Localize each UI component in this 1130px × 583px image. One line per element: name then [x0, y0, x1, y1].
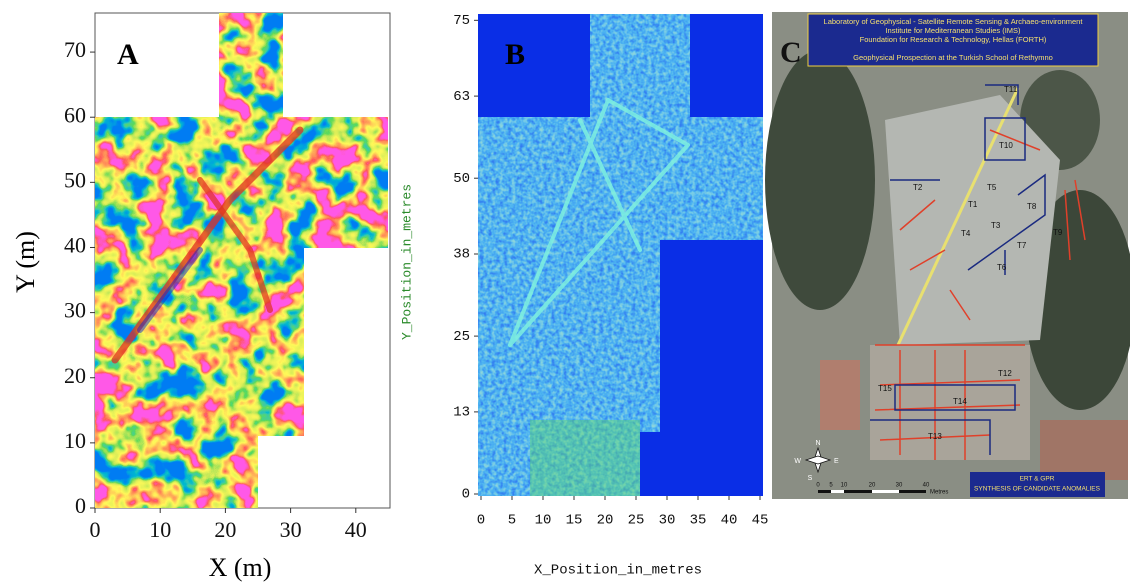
trench-label: T15 — [878, 384, 892, 393]
y-tick-label: 20 — [64, 363, 86, 388]
trench-label: T2 — [913, 183, 923, 192]
x-tick-label: 40 — [721, 513, 738, 529]
trench-label: T7 — [1017, 241, 1027, 250]
y-tick-label: 50 — [64, 167, 86, 192]
panel-label: C — [780, 36, 802, 69]
compass-label: E — [834, 458, 839, 465]
header-line: Institute for Mediterranean Studies (IMS… — [885, 26, 1021, 35]
scale-label: 20 — [869, 483, 876, 489]
trench-label: T11 — [1004, 85, 1018, 94]
header-line: Laboratory of Geophysical - Satellite Re… — [824, 17, 1084, 26]
figure: A X (m) Y (m) Y_Position_in_metres B X_P… — [0, 0, 1130, 583]
scale-label: 30 — [896, 483, 903, 489]
compass-label: S — [808, 475, 813, 482]
panel-c: Laboratory of Geophysical - Satellite Re… — [765, 12, 1130, 499]
y-tick-label: 0 — [75, 493, 86, 518]
compass-label: W — [794, 458, 801, 465]
panel-label: B — [505, 38, 525, 71]
x-tick-label: 5 — [508, 513, 516, 529]
header-line: Foundation for Research & Technology, He… — [860, 35, 1047, 44]
roof — [1040, 420, 1128, 480]
trench-label: T10 — [999, 141, 1013, 150]
gpr-zone — [530, 420, 640, 496]
trench-label: T13 — [928, 432, 942, 441]
y-tick-label: 13 — [453, 405, 470, 421]
y-tick-label: 50 — [453, 171, 470, 187]
building — [870, 345, 1030, 460]
y-tick-label: 38 — [453, 247, 470, 263]
compass-label: N — [815, 440, 820, 447]
x-tick-label: 0 — [477, 513, 485, 529]
x-tick-label: 35 — [690, 513, 707, 529]
x-tick-label: 10 — [149, 517, 171, 542]
x-tick-label: 20 — [597, 513, 614, 529]
header-line: Geophysical Prospection at the Turkish S… — [853, 53, 1053, 62]
trench-label: T3 — [991, 221, 1001, 230]
panel-label: A — [117, 38, 139, 71]
x-axis-label: X (m) — [209, 553, 272, 582]
trench-label: T14 — [953, 397, 967, 406]
scale-label: 40 — [923, 483, 930, 489]
trench-label: T9 — [1053, 228, 1063, 237]
x-tick-label: 15 — [566, 513, 583, 529]
y-tick-label: 0 — [462, 487, 470, 503]
x-tick-label: 0 — [90, 517, 101, 542]
roof — [820, 360, 860, 430]
trench-label: T8 — [1027, 202, 1037, 211]
scale-label: 10 — [841, 483, 848, 489]
legend-line: SYNTHESIS OF CANDIDATE ANOMALIES — [974, 486, 1101, 493]
y-tick-label: 75 — [453, 13, 470, 29]
x-tick-label: 30 — [659, 513, 676, 529]
x-tick-label: 10 — [535, 513, 552, 529]
panel-b: B X_Position_in_metres — [478, 14, 763, 579]
vegetation — [765, 50, 875, 310]
legend-line: ERT & GPR — [1020, 476, 1055, 483]
x-axis-label: X_Position_in_metres — [534, 563, 702, 579]
trench-label: T4 — [961, 229, 971, 238]
y-tick-label: 70 — [64, 37, 86, 62]
x-tick-label: 25 — [628, 513, 645, 529]
trench-label: T5 — [987, 183, 997, 192]
trench-label: T12 — [998, 369, 1012, 378]
y-tick-label: 10 — [64, 428, 86, 453]
right-axis-label: Y_Position_in_metres — [399, 184, 414, 340]
x-tick-label: 20 — [214, 517, 236, 542]
scale-label: Metres — [930, 490, 948, 496]
trench-label: T1 — [968, 200, 978, 209]
y-tick-label: 40 — [64, 233, 86, 258]
x-tick-label: 30 — [280, 517, 302, 542]
y-axis-label: Y (m) — [11, 231, 40, 293]
y-tick-label: 60 — [64, 102, 86, 127]
y-tick-label: 30 — [64, 298, 86, 323]
y-tick-label: 25 — [453, 329, 470, 345]
x-tick-label: 40 — [345, 517, 367, 542]
x-tick-label: 45 — [752, 513, 769, 529]
trench-label: T6 — [997, 263, 1007, 272]
y-tick-label: 63 — [453, 89, 470, 105]
